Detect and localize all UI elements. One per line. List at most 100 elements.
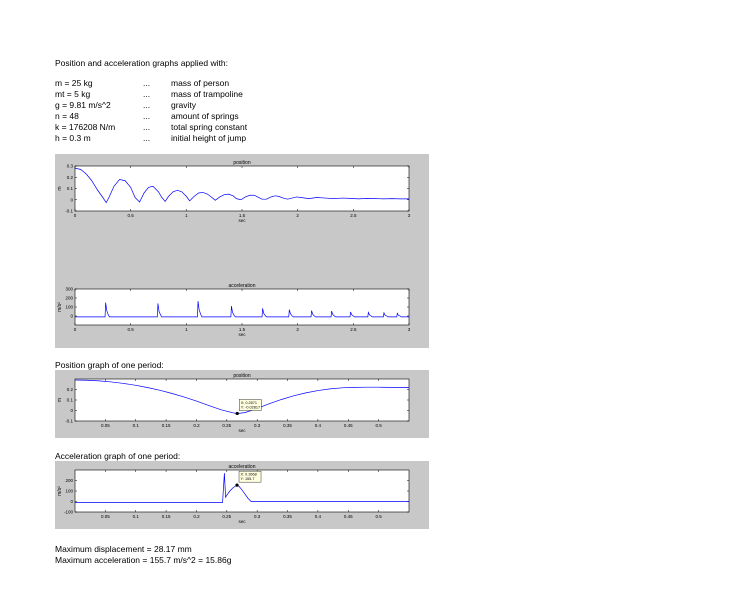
x-tick-label: 0.1: [133, 423, 140, 428]
param-row-gravity: g = 9.81 m/s^2 ... gravity: [55, 100, 355, 111]
param-description: gravity: [171, 100, 197, 110]
param-row-height: h = 0.3 m ... initial height of jump: [55, 133, 355, 144]
figure-full-simulation: position 0 0.5 1 1.5 2 2.5 3 -0.1 0 0.1 0.2 0.3 sec m a…: [55, 154, 429, 348]
x-tick-label: 1.5: [239, 327, 246, 332]
x-tick-label: 0.1: [133, 514, 140, 519]
chart-title: acceleration: [229, 283, 256, 289]
x-tick-label: 0.5: [128, 327, 135, 332]
chart-title: position: [233, 373, 250, 379]
datatip-box: [239, 399, 262, 411]
plot-area: [74, 288, 410, 326]
x-tick-label: 0.15: [162, 514, 171, 519]
y-axis-label: m: [57, 398, 63, 402]
param-row-trampoline-mass: mt = 5 kg ... mass of trampoline: [55, 89, 355, 100]
y-tick-label: 0.1: [67, 398, 74, 403]
y-tick-label: 0: [70, 314, 73, 319]
x-tick-label: 0.4: [315, 423, 322, 428]
x-tick-label: 0.35: [283, 514, 292, 519]
chart-3: acceleration 0.05 0.1 0.15 0.2 0.25 0.3 0.35 0.4…: [57, 464, 410, 524]
y-tick-label: 0.2: [67, 387, 74, 392]
figure-accel-period-svg: acceleration 0.05 0.1 0.15 0.2 0.25 0.3 0.35 0.4…: [57, 464, 410, 524]
y-tick-label: -100: [64, 510, 74, 515]
datatip-x: X: 0.2671: [241, 401, 257, 405]
max-acceleration-text: Maximum acceleration = 155.7 m/s^2 = 15.…: [55, 555, 232, 565]
param-expression: n = 48: [55, 111, 79, 121]
x-tick-label: 1: [185, 327, 188, 332]
y-tick-label: 0: [70, 197, 73, 202]
x-tick-label: 1.5: [239, 213, 246, 218]
x-tick-label: 3: [408, 327, 411, 332]
x-tick-label: 0.05: [101, 514, 110, 519]
x-tick-label: 1: [185, 213, 188, 218]
y-tick-label: 0.3: [67, 164, 74, 169]
param-expression: mt = 5 kg: [55, 89, 91, 99]
y-tick-label: 0.2: [67, 175, 74, 180]
param-description: initial height of jump: [171, 133, 247, 143]
x-tick-label: 0.45: [344, 514, 353, 519]
heading-position-period: Position graph of one period:: [55, 360, 164, 370]
plot-area: [74, 165, 410, 212]
param-row-spring-constant: k = 176208 N/m ... total spring constant: [55, 122, 355, 133]
x-tick-label: 2.5: [350, 327, 357, 332]
x-tick-label: 3: [408, 213, 411, 218]
param-description: mass of person: [171, 78, 230, 88]
chart-1: acceleration 0 0.5 1 1.5 2 2.5 3 0 100 200 300 sec m/…: [57, 283, 411, 337]
x-tick-label: 0.05: [101, 423, 110, 428]
intro-text: Position and acceleration graphs applied…: [55, 58, 228, 68]
x-tick-label: 0: [74, 213, 77, 218]
datatip-y: Y: 155.7: [241, 477, 255, 481]
x-tick-label: 0: [74, 327, 77, 332]
figure-position-period: position 0.05 0.1 0.15 0.2 0.25 0.3 0.35 0.4 0.45…: [55, 370, 429, 438]
y-tick-label: 200: [65, 478, 73, 483]
datatip-box: [238, 470, 262, 483]
param-dots: ...: [143, 133, 151, 143]
datatip-marker: [235, 411, 239, 416]
x-tick-label: 0.45: [344, 423, 353, 428]
x-tick-label: 2: [296, 213, 299, 218]
y-tick-label: 0: [70, 408, 73, 413]
max-displacement-text: Maximum displacement = 28.17 mm: [55, 544, 192, 554]
figure-accel-period: acceleration 0.05 0.1 0.15 0.2 0.25 0.3 0.35 0.4…: [55, 461, 429, 529]
x-tick-label: 0.5: [128, 213, 135, 218]
y-tick-label: 100: [65, 489, 73, 494]
chart-title: acceleration: [229, 464, 256, 470]
param-expression: k = 176208 N/m: [55, 122, 116, 132]
param-dots: ...: [143, 89, 151, 99]
datatip-x: X: 0.2668: [241, 473, 257, 477]
y-axis-label: m/s²: [57, 302, 63, 312]
x-tick-label: 0.5: [376, 514, 383, 519]
param-description: mass of trampoline: [171, 89, 243, 99]
y-tick-label: 100: [65, 305, 73, 310]
x-tick-label: 2.5: [350, 213, 357, 218]
x-tick-label: 0.25: [222, 423, 231, 428]
chart-2: position 0.05 0.1 0.15 0.2 0.25 0.3 0.35 0.4 0.45…: [57, 373, 410, 433]
series-line: [74, 167, 409, 204]
param-description: amount of springs: [171, 111, 239, 121]
x-tick-label: 0.15: [162, 423, 171, 428]
x-axis-label: sec: [238, 428, 246, 433]
x-tick-label: 0.5: [376, 423, 383, 428]
chart-title: position: [233, 160, 250, 166]
param-expression: h = 0.3 m: [55, 133, 91, 143]
x-tick-label: 0.4: [315, 514, 322, 519]
param-dots: ...: [143, 122, 151, 132]
y-tick-label: 300: [65, 287, 73, 292]
series-line: [75, 301, 409, 318]
y-axis-label: m: [57, 186, 63, 190]
datatip-marker: [235, 483, 239, 487]
x-axis-label: sec: [238, 218, 246, 223]
y-tick-label: 200: [65, 296, 73, 301]
param-row-mass: m = 25 kg ... mass of person: [55, 78, 355, 89]
x-axis-label: sec: [238, 519, 246, 524]
x-tick-label: 0.2: [193, 423, 200, 428]
figure-position-period-svg: position 0.05 0.1 0.15 0.2 0.25 0.3 0.35 0.4 0.45…: [57, 373, 410, 433]
x-tick-label: 0.2: [193, 514, 200, 519]
param-dots: ...: [143, 100, 151, 110]
x-axis-label: sec: [238, 332, 246, 337]
datatip-y: Y: -0.02817: [241, 405, 260, 409]
y-tick-label: -0.1: [65, 419, 73, 424]
param-description: total spring constant: [171, 122, 248, 132]
x-tick-label: 0.35: [283, 423, 292, 428]
